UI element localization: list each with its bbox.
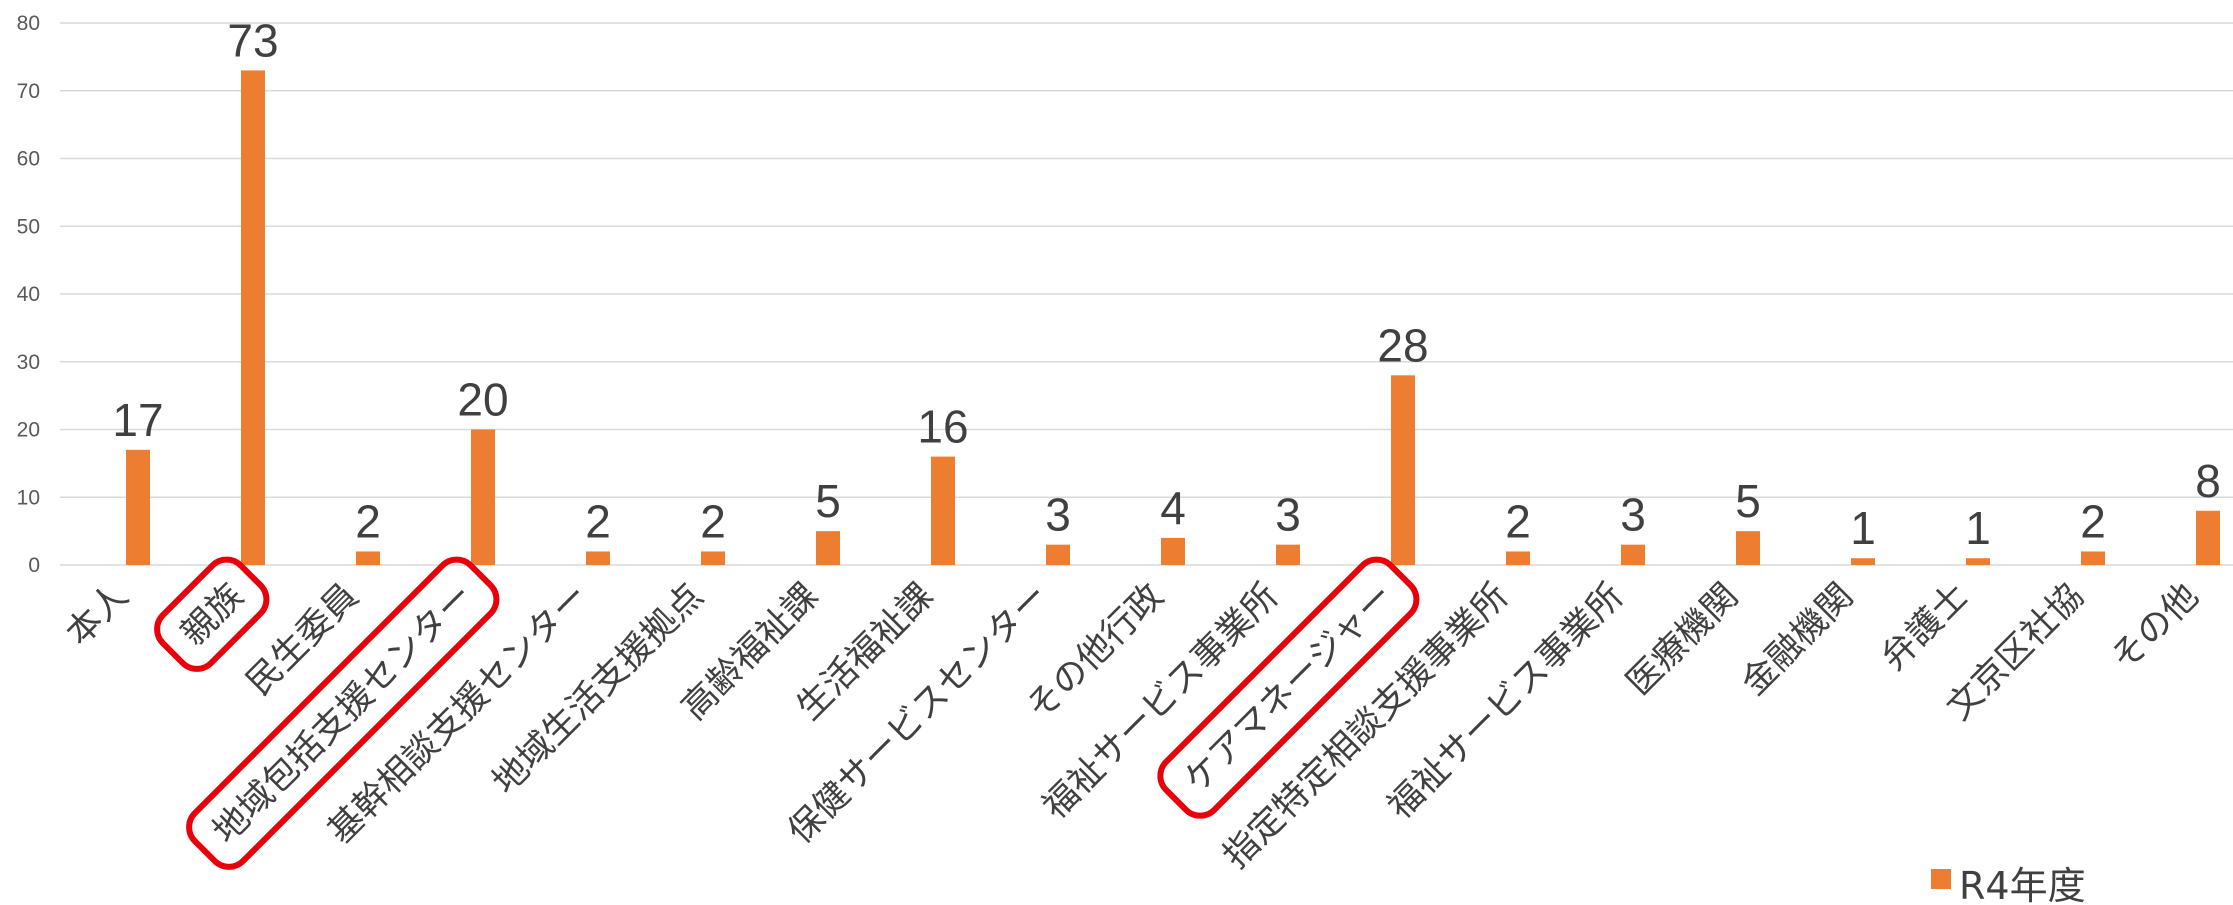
y-tick-label: 10 xyxy=(17,486,40,509)
bar xyxy=(1736,531,1760,565)
data-label: 2 xyxy=(2080,495,2106,547)
legend-swatch xyxy=(1931,869,1951,889)
y-tick-label: 50 xyxy=(17,215,40,238)
bar xyxy=(1276,544,1300,565)
x-tick-label: 親族 xyxy=(174,576,252,654)
bar xyxy=(1046,544,1070,565)
x-tick-label: その他 xyxy=(2104,576,2207,679)
x-tick-label: 本人 xyxy=(59,576,137,654)
data-label: 3 xyxy=(1045,489,1071,541)
data-label: 1 xyxy=(1965,502,1991,554)
data-label: 28 xyxy=(1377,319,1428,371)
legend-label: R4年度 xyxy=(1959,864,2086,905)
y-tick-label: 30 xyxy=(17,351,40,374)
x-tick-label: 金融機関 xyxy=(1734,576,1861,703)
bar xyxy=(356,551,380,565)
highlight-box xyxy=(1157,556,1420,819)
data-label: 2 xyxy=(1505,495,1531,547)
bar xyxy=(701,551,725,565)
y-tick-label: 80 xyxy=(17,12,40,35)
x-tick-label: ケアマネージャー xyxy=(1177,576,1402,801)
bar xyxy=(2196,510,2220,565)
x-tick-label: 弁護士 xyxy=(1874,576,1977,679)
data-label: 17 xyxy=(112,394,163,446)
data-label: 2 xyxy=(700,495,726,547)
bar xyxy=(126,449,150,565)
data-label: 2 xyxy=(585,495,611,547)
gridlines xyxy=(60,22,2233,566)
bar xyxy=(2081,551,2105,565)
y-tick-label: 40 xyxy=(17,283,40,306)
legend: R4年度 xyxy=(1931,864,2086,905)
highlight-box xyxy=(186,556,500,870)
bar xyxy=(1506,551,1530,565)
highlight-boxes xyxy=(154,556,1420,870)
data-label: 1 xyxy=(1850,502,1876,554)
bar xyxy=(1966,558,1990,565)
bar xyxy=(1621,544,1645,565)
bar xyxy=(241,70,265,566)
y-tick-label: 20 xyxy=(17,419,40,442)
bars xyxy=(126,70,2220,566)
y-axis-ticks: 0 10 20 30 40 50 60 70 80 xyxy=(17,12,40,577)
y-tick-label: 70 xyxy=(17,80,40,103)
x-tick-label: 医療機関 xyxy=(1619,576,1746,703)
data-label: 16 xyxy=(917,401,968,453)
bar xyxy=(1161,537,1185,565)
bar xyxy=(471,429,495,565)
y-tick-label: 0 xyxy=(28,554,40,577)
data-label: 5 xyxy=(1735,475,1761,527)
data-label: 8 xyxy=(2195,455,2221,507)
bar xyxy=(1391,375,1415,565)
bar xyxy=(586,551,610,565)
data-label: 73 xyxy=(227,14,278,66)
bar xyxy=(816,531,840,565)
data-label: 4 xyxy=(1160,482,1186,534)
x-tick-label: 地域生活支援拠点 xyxy=(485,576,711,802)
data-label: 20 xyxy=(457,374,508,426)
data-label: 3 xyxy=(1620,489,1646,541)
highlight-box xyxy=(154,556,270,672)
data-label: 5 xyxy=(815,475,841,527)
data-label: 2 xyxy=(355,495,381,547)
bar xyxy=(931,456,955,565)
y-tick-label: 60 xyxy=(17,148,40,171)
data-label: 3 xyxy=(1275,489,1301,541)
bar xyxy=(1851,558,1875,565)
